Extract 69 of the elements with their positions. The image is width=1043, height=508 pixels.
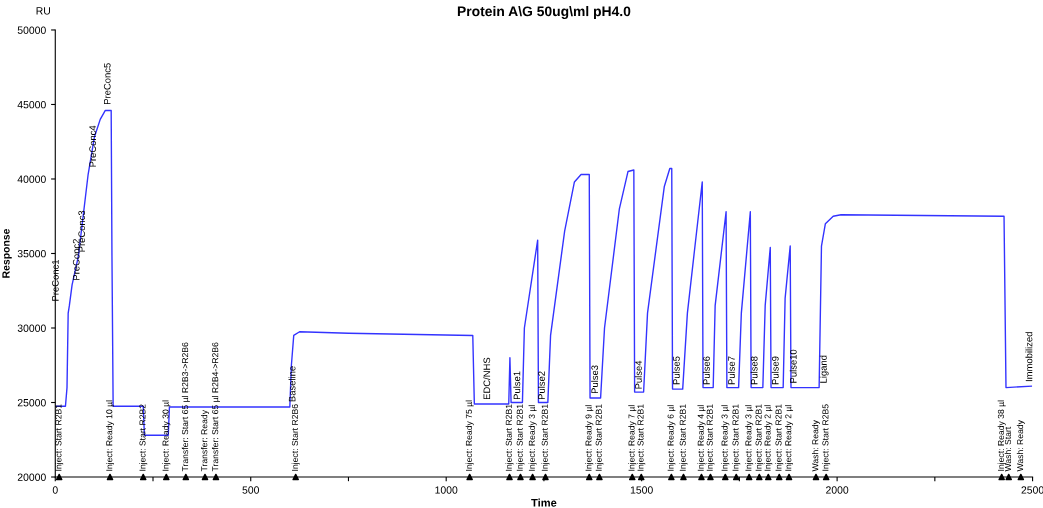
y-tick-label: 30000 <box>17 324 46 332</box>
data-label: Inject: Start R2B1 <box>775 404 784 471</box>
y-tick-label: 50000 <box>17 26 46 34</box>
annotation: PreConc1 <box>52 259 59 301</box>
y-tick-label: 25000 <box>17 399 46 407</box>
data-label: Inject: Ready 3 µl <box>745 405 754 471</box>
x-axis-title: Time <box>531 498 557 507</box>
annotation: Pulse7 <box>727 356 735 385</box>
data-label: Inject: Ready 38 µl <box>997 400 1006 471</box>
y-tick-label: 40000 <box>17 175 46 183</box>
data-label: Inject: Ready 75 µl <box>465 400 474 471</box>
data-label: Inject: Start R2B1 <box>679 404 688 471</box>
data-label: Transfer: Start 65 µl R2B4->R2B6 <box>211 342 220 472</box>
annotation: Pulse5 <box>672 356 680 385</box>
y-tick-label: 35000 <box>17 249 46 258</box>
data-label: Inject: Ready 3 µl <box>721 405 730 471</box>
data-label: Inject: Ready 30 µl <box>162 400 171 471</box>
data-label: Inject: Start R2B2 <box>139 404 148 471</box>
x-tick-label: 1500 <box>630 486 653 494</box>
annotation: Pulse10 <box>789 349 797 383</box>
annotation: Pulse8 <box>750 356 758 385</box>
y-tick-label: 20000 <box>17 473 46 481</box>
data-label: Inject: Start R2B1 <box>637 404 646 471</box>
annotation: Pulse6 <box>702 356 710 385</box>
annotation: Baseline <box>288 366 296 402</box>
y-axis-title: Response <box>2 228 12 278</box>
y-tick-label: 45000 <box>17 100 46 109</box>
annotation: Immobilized <box>1025 332 1033 382</box>
annotation: Pulse2 <box>537 371 545 400</box>
data-label: Inject: Ready 2 µl <box>785 405 794 471</box>
annotation: PreConc5 <box>103 63 111 105</box>
data-label: Inject: Ready 3 µl <box>528 405 537 471</box>
x-tick-label: 2000 <box>826 486 849 494</box>
text: RU <box>36 7 50 15</box>
data-label: Inject: Start R2B5 <box>822 404 831 471</box>
data-label: Inject: Ready 10 µl <box>105 400 115 471</box>
annotation: PreConc4 <box>89 125 96 167</box>
data-label: Inject: Start R2B1 <box>541 404 550 471</box>
data-label: Inject: Start R2B1 <box>516 404 525 471</box>
data-label: Wash: Ready <box>1016 420 1025 472</box>
x-tick-label: 500 <box>242 486 260 494</box>
data-label: Inject: Start R2B1 <box>505 404 514 471</box>
annotation: Pulse3 <box>591 365 599 394</box>
data-label: Transfer: Start 65 µl R2B3->R2B6 <box>181 342 190 472</box>
annotation: Pulse9 <box>771 356 779 385</box>
annotation: PreConc2 <box>72 239 80 280</box>
data-label: Inject: Start R2B6 <box>291 404 300 471</box>
x-tick-label: 0 <box>52 486 58 494</box>
data-label: Inject: Ready 7 µl <box>628 405 637 471</box>
chart-title: Protein A\G 50ug\ml pH4.0 <box>457 6 631 20</box>
data-label: Inject: Start R2B1 <box>55 404 64 471</box>
data-label: Inject: Ready 4 µl <box>697 405 706 471</box>
x-tick-label: 2500 <box>1021 486 1043 494</box>
data-label: Inject: Start R2B1 <box>755 404 764 471</box>
annotation: Pulse1 <box>513 371 521 400</box>
data-label: Transfer: Ready <box>200 410 210 472</box>
annotation: PreConc3 <box>78 210 86 252</box>
data-label: Inject: Start R2B1 <box>732 404 741 471</box>
annotation: Ligand <box>819 355 829 383</box>
data-label: Inject: Ready 2 µl <box>764 405 773 471</box>
data-label: Inject: Start R2B1 <box>595 404 604 471</box>
data-label: Wash: Start <box>1004 426 1012 472</box>
annotation: Pulse4 <box>634 360 642 389</box>
annotation: EDC/NHS <box>483 357 491 400</box>
data-label: Inject: Start R2B1 <box>706 404 715 471</box>
x-tick-label: 1000 <box>435 486 458 494</box>
data-label: Inject: Ready 9 µl <box>585 405 594 471</box>
data-label: Wash: Ready <box>811 420 821 472</box>
data-label: Inject: Ready 6 µl <box>667 405 676 471</box>
